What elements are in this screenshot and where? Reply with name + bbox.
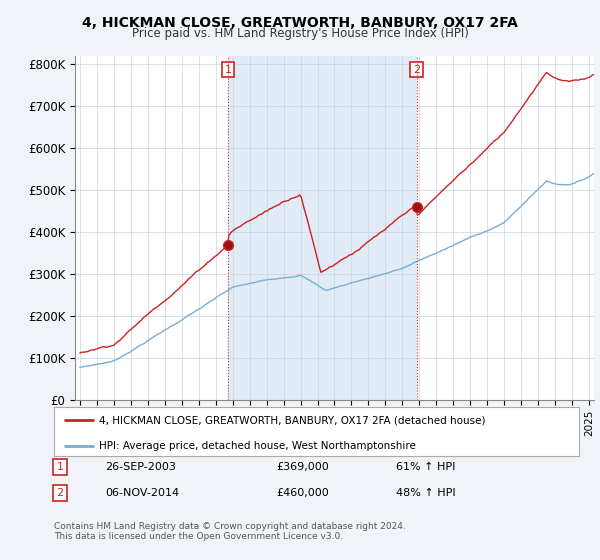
- Text: 1: 1: [56, 462, 64, 472]
- Text: £369,000: £369,000: [276, 462, 329, 472]
- Text: 06-NOV-2014: 06-NOV-2014: [105, 488, 179, 498]
- Text: Price paid vs. HM Land Registry's House Price Index (HPI): Price paid vs. HM Land Registry's House …: [131, 27, 469, 40]
- Text: 2: 2: [56, 488, 64, 498]
- Text: 1: 1: [224, 64, 232, 74]
- Text: 26-SEP-2003: 26-SEP-2003: [105, 462, 176, 472]
- Text: 4, HICKMAN CLOSE, GREATWORTH, BANBURY, OX17 2FA: 4, HICKMAN CLOSE, GREATWORTH, BANBURY, O…: [82, 16, 518, 30]
- Text: £460,000: £460,000: [276, 488, 329, 498]
- Text: 61% ↑ HPI: 61% ↑ HPI: [396, 462, 455, 472]
- Text: HPI: Average price, detached house, West Northamptonshire: HPI: Average price, detached house, West…: [98, 441, 415, 451]
- Text: 2: 2: [413, 64, 420, 74]
- Text: Contains HM Land Registry data © Crown copyright and database right 2024.
This d: Contains HM Land Registry data © Crown c…: [54, 522, 406, 542]
- Bar: [228, 56, 416, 400]
- Text: 48% ↑ HPI: 48% ↑ HPI: [396, 488, 455, 498]
- Text: 4, HICKMAN CLOSE, GREATWORTH, BANBURY, OX17 2FA (detached house): 4, HICKMAN CLOSE, GREATWORTH, BANBURY, O…: [98, 416, 485, 426]
